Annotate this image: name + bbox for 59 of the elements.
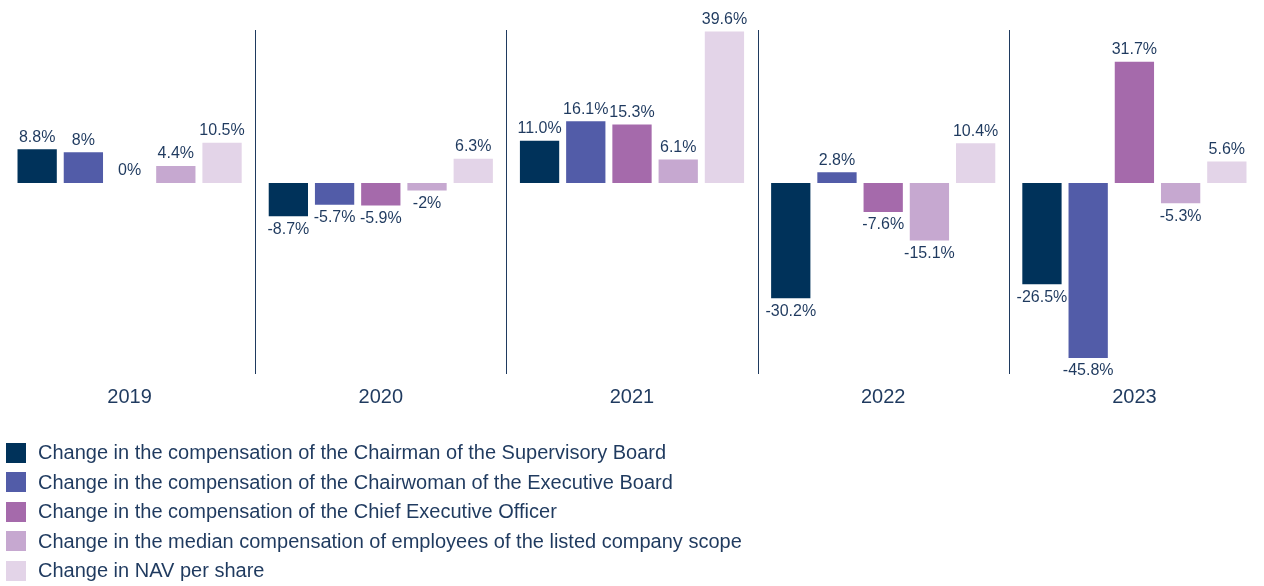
data-label: 16.1% — [563, 99, 609, 117]
bar — [1160, 182, 1201, 204]
x-tick-label: 2023 — [1112, 384, 1157, 407]
bar — [361, 182, 401, 206]
bar — [1068, 182, 1108, 358]
data-label: 10.4% — [952, 121, 999, 139]
data-label: 15.3% — [609, 102, 655, 120]
data-label: -45.8% — [1062, 361, 1114, 379]
bar — [63, 152, 104, 183]
data-label: 5.6% — [1208, 139, 1246, 157]
bar — [863, 182, 903, 212]
bar — [156, 166, 196, 183]
legend-label: Change in the compensation of the Chief Executive Officer — [38, 500, 557, 524]
data-label: -7.6% — [862, 215, 905, 233]
x-tick-label: 2021 — [609, 384, 655, 407]
data-label: 4.4% — [157, 144, 195, 162]
bar — [202, 142, 242, 183]
data-label: 6.3% — [455, 137, 492, 155]
bar — [268, 182, 308, 217]
data-label: 6.1% — [659, 137, 697, 155]
bar — [407, 182, 447, 191]
bar — [612, 124, 652, 183]
data-label: 8% — [71, 130, 95, 148]
bar — [314, 182, 355, 205]
data-label: 8.8% — [18, 127, 56, 145]
bar — [956, 143, 996, 183]
bar — [1207, 161, 1247, 183]
data-label: -15.1% — [904, 244, 955, 262]
data-label: -5.3% — [1159, 206, 1202, 224]
data-label: -5.7% — [313, 208, 356, 226]
legend-label: Change in NAV per share — [38, 559, 265, 583]
bar — [909, 182, 950, 241]
bar — [658, 159, 698, 183]
data-label: 0% — [118, 161, 142, 179]
bar — [17, 149, 57, 183]
legend-label: Change in the compensation of the Chairwoman of the Executive Board — [38, 470, 673, 494]
x-tick-label: 2022 — [860, 384, 906, 407]
bar — [817, 172, 857, 183]
data-label: 10.5% — [199, 121, 245, 139]
data-label: 39.6% — [701, 9, 748, 27]
x-tick-label: 2020 — [358, 384, 404, 407]
legend-label: Change in the median compensation of employees of the listed company scope — [38, 529, 742, 553]
data-label: -30.2% — [765, 301, 817, 319]
data-label: -8.7% — [267, 219, 310, 237]
x-tick-label: 2019 — [107, 384, 152, 407]
data-label: -26.5% — [1016, 287, 1068, 305]
legend-label: Change in the compensation of the Chairman of the Supervisory Board — [38, 441, 667, 465]
bar — [771, 182, 811, 299]
data-label: -2% — [412, 193, 442, 211]
bar — [566, 121, 606, 183]
data-label: 31.7% — [1111, 40, 1158, 58]
data-label: -5.9% — [359, 208, 402, 226]
bar — [453, 158, 493, 183]
data-label: 11.0% — [517, 119, 562, 137]
bar — [1114, 61, 1155, 183]
bar — [519, 140, 560, 183]
bar — [1022, 182, 1062, 285]
data-label: 2.8% — [818, 150, 856, 168]
bar — [704, 31, 745, 183]
